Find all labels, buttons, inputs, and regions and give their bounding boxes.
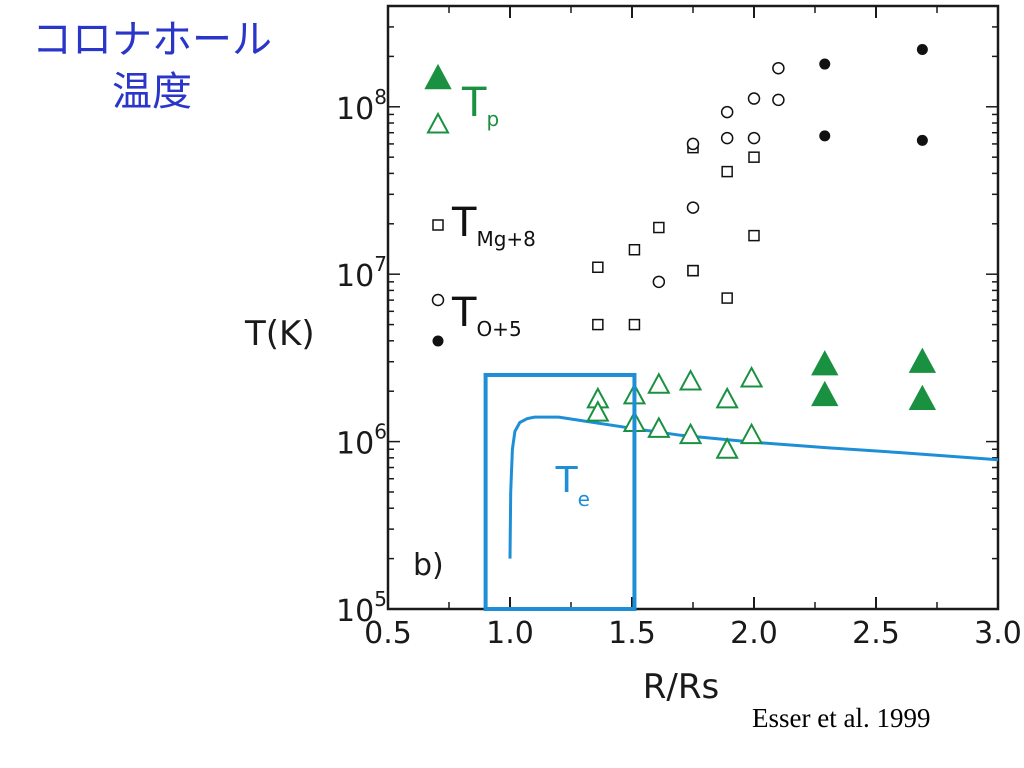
x-axis-label: R/Rs — [643, 667, 719, 707]
te-annotation: Te — [555, 460, 590, 511]
open-triangle-point — [678, 368, 703, 391]
filled-circle-point — [819, 130, 831, 142]
slide-title-line1: コロナホール — [32, 17, 272, 63]
open-circle-point — [772, 61, 785, 75]
open-square-point — [628, 318, 641, 331]
y-tick-label: 106 — [336, 420, 387, 462]
open-circle-point — [720, 131, 734, 145]
citation: Esser et al. 1999 — [752, 703, 931, 733]
open-circle-point — [747, 131, 761, 145]
legend-open-triangle-icon — [426, 111, 450, 134]
open-triangle-point — [739, 365, 764, 388]
highlight-box — [483, 372, 637, 612]
open-circle-point — [720, 105, 734, 119]
y-tick-label: 107 — [336, 252, 387, 294]
y-tick-label: 108 — [336, 85, 387, 127]
te-curve — [508, 415, 999, 559]
open-square-point — [687, 264, 699, 277]
filled-circle-point — [916, 43, 928, 55]
open-triangle-point — [739, 422, 764, 445]
open-square-point — [748, 151, 760, 163]
open-square-point — [748, 229, 760, 242]
open-triangle-point — [647, 372, 671, 394]
filled-triangle-point — [811, 380, 839, 407]
open-square-point — [628, 243, 641, 256]
x-tick-label: 0.5 — [364, 616, 412, 651]
x-tick-label: 2.5 — [852, 616, 900, 651]
open-circle-point — [652, 275, 666, 289]
legend-label: Tp — [461, 80, 499, 131]
x-tick-label: 1.0 — [486, 616, 534, 651]
legend-filled-circle-icon — [432, 335, 444, 347]
open-triangle-point — [678, 422, 703, 445]
legend-filled-triangle-icon — [424, 63, 452, 90]
filled-triangle-point — [908, 384, 937, 411]
legend-label: TO+5 — [451, 290, 522, 341]
open-circle-point — [686, 137, 700, 151]
legend-open-circle-icon — [431, 293, 445, 307]
filled-triangle-point — [811, 350, 839, 376]
open-square-point — [592, 318, 604, 331]
x-tick-label: 3.0 — [974, 616, 1022, 651]
open-triangle-point — [586, 400, 610, 422]
open-square-point — [721, 165, 733, 178]
legend-open-square-icon — [432, 219, 444, 231]
slide-title-line2: 温度 — [112, 69, 192, 115]
panel-label: b) — [413, 548, 444, 583]
x-tick-label: 2.0 — [730, 616, 778, 651]
open-square-point — [721, 292, 733, 304]
y-axis-label: T(K) — [244, 314, 315, 354]
slide-title: コロナホール 温度 — [6, 14, 298, 118]
open-triangle-point — [647, 416, 671, 438]
open-circle-point — [772, 93, 785, 107]
open-triangle-point — [715, 386, 739, 409]
open-circle-point — [747, 92, 761, 105]
legend-label: TMg+8 — [451, 200, 536, 251]
filled-circle-point — [819, 58, 831, 70]
open-square-point — [592, 261, 604, 274]
y-tick-label: 105 — [336, 587, 387, 629]
open-circle-point — [686, 201, 700, 214]
open-triangle-point — [715, 437, 739, 459]
x-tick-label: 1.5 — [608, 616, 656, 651]
filled-circle-point — [916, 134, 928, 146]
filled-triangle-point — [908, 347, 937, 373]
open-square-point — [653, 221, 665, 234]
